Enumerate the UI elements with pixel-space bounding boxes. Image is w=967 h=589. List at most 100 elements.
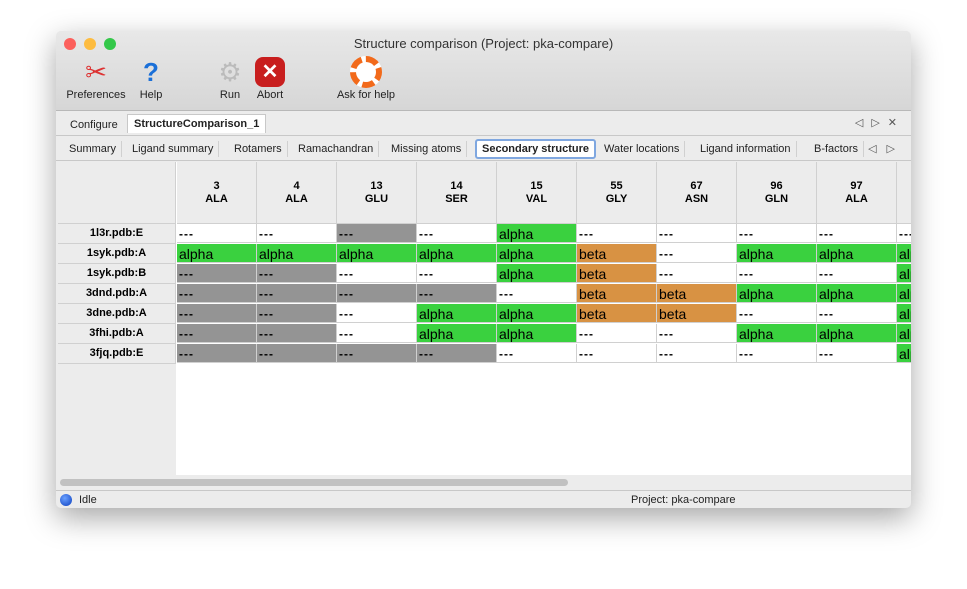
table-cell[interactable]: beta — [657, 304, 737, 323]
table-cell[interactable]: alpha — [897, 284, 911, 303]
table-cell[interactable]: --- — [257, 224, 337, 243]
sub-tab-scroll-arrows[interactable]: ◁▷ — [868, 143, 905, 155]
table-cell[interactable]: --- — [737, 224, 817, 243]
column-header[interactable]: 67 ASN — [657, 162, 737, 224]
row-header[interactable]: 1l3r.pdb:E — [58, 224, 176, 244]
tab-rotamers[interactable]: Rotamers — [229, 141, 288, 157]
tab-b-factors[interactable]: B-factors — [809, 141, 865, 157]
ask-for-help-button[interactable]: Ask for help — [332, 55, 400, 101]
column-header[interactable]: 13 GLU — [337, 162, 417, 224]
table-cell[interactable]: alpha — [897, 344, 911, 363]
table-cell[interactable]: --- — [817, 344, 897, 363]
table-cell[interactable]: alpha — [817, 244, 897, 263]
table-cell[interactable]: --- — [657, 344, 737, 363]
column-header[interactable]: 14 SER — [417, 162, 497, 224]
row-header[interactable]: 3dne.pdb:A — [58, 304, 176, 324]
table-cell[interactable]: alpha — [897, 244, 911, 263]
table-cell[interactable]: alpha — [897, 304, 911, 323]
table-cell[interactable]: alpha — [177, 244, 257, 263]
table-cell[interactable]: --- — [337, 224, 417, 243]
table-cell[interactable]: alpha — [497, 244, 577, 263]
table-cell[interactable]: --- — [577, 344, 657, 363]
table-cell[interactable]: --- — [737, 304, 817, 323]
table-cell[interactable]: --- — [337, 264, 417, 283]
table-cell[interactable]: --- — [177, 304, 257, 323]
table-cell[interactable]: --- — [417, 264, 497, 283]
table-cell[interactable]: --- — [657, 264, 737, 283]
tab-nav-controls[interactable]: ◁▷✕ — [854, 117, 905, 129]
table-cell[interactable]: --- — [817, 224, 897, 243]
tab-secondary-structure[interactable]: Secondary structure — [475, 139, 596, 159]
table-cell[interactable]: beta — [577, 244, 657, 263]
column-header[interactable]: 4 ALA — [257, 162, 337, 224]
table-cell[interactable]: alpha — [817, 284, 897, 303]
table-cell[interactable]: alpha — [897, 324, 911, 343]
tab-water-locations[interactable]: Water locations — [599, 141, 686, 157]
table-cell[interactable]: --- — [337, 304, 417, 323]
table-cell[interactable]: alpha — [417, 244, 497, 263]
table-cell[interactable]: --- — [177, 284, 257, 303]
table-cell[interactable]: alpha — [497, 304, 577, 323]
table-cell[interactable]: --- — [257, 324, 337, 343]
table-cell[interactable]: --- — [417, 284, 497, 303]
tab-missing-atoms[interactable]: Missing atoms — [386, 141, 468, 157]
abort-button[interactable]: ✕ Abort — [252, 55, 288, 101]
run-button[interactable]: ⚙ Run — [214, 55, 246, 102]
table-cell[interactable]: --- — [497, 344, 577, 363]
preferences-button[interactable]: ✂ Preferences — [62, 55, 130, 102]
close-window-button[interactable] — [64, 38, 76, 50]
table-cell[interactable]: --- — [657, 224, 737, 243]
minimize-window-button[interactable] — [84, 38, 96, 50]
tab-ligand-summary[interactable]: Ligand summary — [127, 141, 220, 157]
table-cell[interactable]: alpha — [737, 244, 817, 263]
tab-summary[interactable]: Summary — [64, 141, 123, 157]
table-cell[interactable]: beta — [657, 284, 737, 303]
column-header[interactable]: 55 GLY — [577, 162, 657, 224]
table-cell[interactable]: --- — [737, 344, 817, 363]
table-cell[interactable]: --- — [257, 284, 337, 303]
table-cell[interactable]: beta — [577, 284, 657, 303]
table-cell[interactable]: --- — [497, 284, 577, 303]
column-header[interactable]: 3 ALA — [177, 162, 257, 224]
table-cell[interactable]: alpha — [897, 264, 911, 283]
table-cell[interactable]: alpha — [737, 284, 817, 303]
table-cell[interactable]: --- — [737, 264, 817, 283]
table-cell[interactable]: --- — [177, 344, 257, 363]
row-header[interactable]: 1syk.pdb:B — [58, 264, 176, 284]
tab-ligand-information[interactable]: Ligand information — [695, 141, 797, 157]
zoom-window-button[interactable] — [104, 38, 116, 50]
table-cell[interactable]: --- — [817, 304, 897, 323]
table-cell[interactable]: alpha — [497, 224, 577, 243]
horizontal-scrollbar[interactable] — [60, 479, 568, 486]
table-cell[interactable]: alpha — [497, 264, 577, 283]
column-header[interactable]: 15 VAL — [497, 162, 577, 224]
table-cell[interactable]: --- — [417, 224, 497, 243]
table-cell[interactable]: --- — [657, 324, 737, 343]
table-cell[interactable]: --- — [257, 304, 337, 323]
table-cell[interactable]: alpha — [337, 244, 417, 263]
table-cell[interactable]: --- — [337, 324, 417, 343]
row-header[interactable]: 3dnd.pdb:A — [58, 284, 176, 304]
table-cell[interactable]: --- — [577, 324, 657, 343]
table-cell[interactable]: beta — [577, 304, 657, 323]
tab-configure[interactable]: Configure — [70, 119, 118, 131]
table-cell[interactable]: --- — [817, 264, 897, 283]
table-cell[interactable]: --- — [177, 224, 257, 243]
table-cell[interactable]: --- — [337, 344, 417, 363]
table-cell[interactable]: --- — [177, 264, 257, 283]
table-cell[interactable]: --- — [417, 344, 497, 363]
help-button[interactable]: ? Help — [134, 55, 168, 102]
table-cell[interactable]: alpha — [417, 304, 497, 323]
table-cell[interactable]: --- — [337, 284, 417, 303]
column-header[interactable] — [897, 162, 911, 224]
table-cell[interactable]: beta — [577, 264, 657, 283]
table-cell[interactable]: --- — [257, 264, 337, 283]
column-header[interactable]: 96 GLN — [737, 162, 817, 224]
table-cell[interactable]: alpha — [257, 244, 337, 263]
table-cell[interactable]: alpha — [737, 324, 817, 343]
column-header[interactable]: 97 ALA — [817, 162, 897, 224]
table-cell[interactable]: alpha — [817, 324, 897, 343]
table-cell[interactable]: --- — [177, 324, 257, 343]
tab-structure-comparison[interactable]: StructureComparison_1 — [127, 114, 267, 133]
tab-ramachandran[interactable]: Ramachandran — [293, 141, 380, 157]
